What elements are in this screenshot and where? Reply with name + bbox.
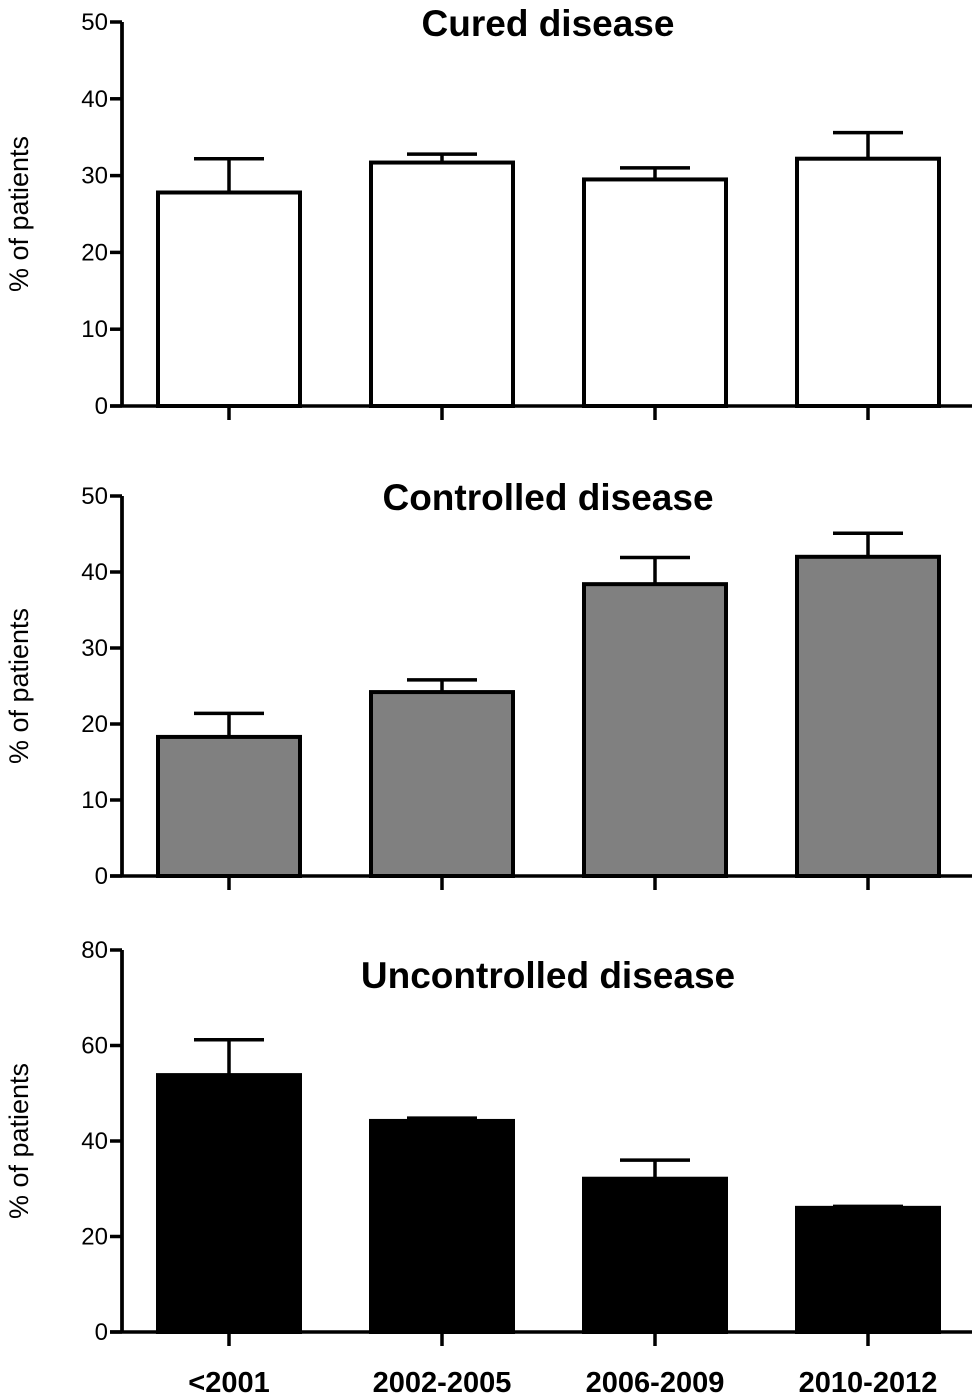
y-axis-title: % of patients xyxy=(4,136,34,292)
y-tick-label: 50 xyxy=(81,9,108,36)
x-tick-label: <2001 xyxy=(188,1367,269,1399)
chart-panel-2: 0 10 20 30 40 50 % of patients Controlled disea… xyxy=(4,477,972,890)
y-tick-label: 0 xyxy=(95,1319,108,1346)
bar-2006-2009 xyxy=(582,1176,728,1335)
bar-2010-2012 xyxy=(795,1205,941,1334)
y-tick-label: 40 xyxy=(81,559,108,586)
x-tick-label: 2010-2012 xyxy=(799,1367,938,1399)
y-tick-label: 20 xyxy=(81,239,108,266)
panel-title: Uncontrolled disease xyxy=(361,955,735,996)
bar-2010-2012 xyxy=(795,156,941,408)
y-tick-label: 30 xyxy=(81,635,108,662)
y-tick-label: 30 xyxy=(81,163,108,190)
y-tick-label: 20 xyxy=(81,1224,108,1251)
bar-2010-2012 xyxy=(795,554,941,878)
bar-<2001 xyxy=(156,1073,302,1334)
bar-2006-2009 xyxy=(582,177,728,408)
y-tick-label: 0 xyxy=(95,863,108,890)
y-tick-label: 20 xyxy=(81,711,108,738)
bar-<2001 xyxy=(156,734,302,878)
x-tick-label: 2002-2005 xyxy=(373,1367,512,1399)
chart-panel-3: 0 20 40 60 80 % of patients Uncontrolled disea… xyxy=(4,937,972,1399)
y-tick-label: 0 xyxy=(95,393,108,420)
y-tick-label: 80 xyxy=(81,937,108,964)
y-axis-title: % of patients xyxy=(4,1063,34,1219)
bar-2002-2005 xyxy=(369,690,515,879)
bar-2002-2005 xyxy=(369,1118,515,1334)
panel-title: Cured disease xyxy=(422,3,675,44)
chart-panel-1: 0 10 20 30 40 50 % of patients Cured disease xyxy=(4,3,972,420)
y-tick-label: 40 xyxy=(81,1128,108,1155)
y-tick-label: 10 xyxy=(81,316,108,343)
bar-<2001 xyxy=(156,190,302,408)
y-tick-label: 60 xyxy=(81,1033,108,1060)
y-tick-label: 50 xyxy=(81,483,108,510)
panel-title: Controlled disease xyxy=(382,477,713,518)
y-tick-label: 40 xyxy=(81,86,108,113)
bar-2002-2005 xyxy=(369,160,515,408)
y-axis-title: % of patients xyxy=(4,608,34,764)
bar-2006-2009 xyxy=(582,582,728,878)
x-tick-label: 2006-2009 xyxy=(586,1367,725,1399)
y-tick-label: 10 xyxy=(81,787,108,814)
